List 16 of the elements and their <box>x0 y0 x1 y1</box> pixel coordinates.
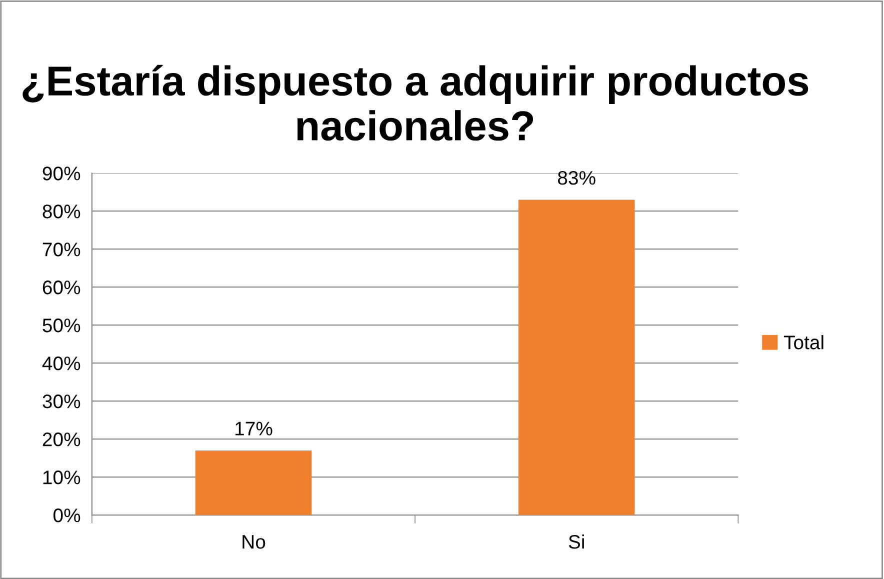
y-tick-label: 40% <box>42 356 80 370</box>
data-label: 17% <box>236 422 272 436</box>
chart-title: ¿Estaría dispuesto a adquirir productos nacionales? <box>22 64 808 141</box>
y-tick-label: 50% <box>42 318 80 332</box>
x-tick-label: Si <box>568 534 584 549</box>
y-tick-label: 0% <box>53 508 80 522</box>
y-tick-label: 80% <box>42 204 80 218</box>
y-tick-label: 10% <box>43 470 80 484</box>
legend-label: Total <box>784 335 824 350</box>
y-tick-label: 90% <box>42 166 80 180</box>
y-tick-label: 60% <box>42 280 80 294</box>
x-tick-label: No <box>242 535 266 549</box>
y-tick-label: 20% <box>42 432 80 446</box>
y-tick-label: 70% <box>42 242 80 256</box>
y-tick-label: 30% <box>42 394 80 408</box>
data-label: 83% <box>558 170 596 185</box>
